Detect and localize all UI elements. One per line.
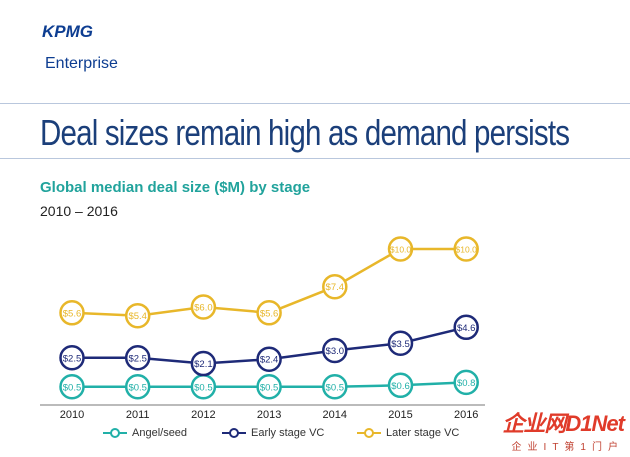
data-marker [387, 372, 414, 399]
watermark: 企业网D1Net 企业IT第1门户 [502, 406, 625, 453]
data-label: $10.0 [390, 245, 412, 255]
data-marker [256, 346, 282, 372]
data-marker [59, 345, 85, 371]
chart-subtitle: Global median deal size ($M) by stage [40, 179, 311, 196]
data-label: $2.1 [194, 359, 213, 370]
data-label: $0.5 [326, 382, 345, 393]
data-point: $0.6 [387, 372, 414, 399]
data-marker [124, 302, 151, 329]
data-point: $4.6 [453, 314, 479, 341]
data-point: $0.5 [322, 374, 348, 400]
data-label: $2.4 [260, 355, 279, 366]
data-label: $6.0 [194, 303, 213, 314]
watermark-slogan: 企业IT第1门户 [511, 442, 624, 453]
chart-date-range: 2010 – 2016 [40, 203, 118, 219]
data-label: $10.0 [456, 245, 478, 255]
data-marker [256, 374, 282, 400]
data-point: $0.5 [190, 374, 217, 400]
data-point: $6.0 [190, 294, 217, 320]
data-marker [322, 273, 348, 300]
data-label: $0.5 [63, 382, 82, 393]
legend-later: Later stage VC [357, 427, 459, 439]
legend-early: Early stage VC [222, 427, 324, 439]
top-divider [0, 103, 630, 104]
data-marker [387, 330, 414, 356]
data-marker [59, 300, 85, 326]
legend-angel: Angel/seed [103, 427, 187, 439]
data-label: $3.5 [391, 339, 410, 350]
data-marker [387, 236, 414, 262]
kpmg-wordmark-text: KPMG [42, 22, 93, 41]
data-label: $0.6 [391, 381, 410, 392]
enterprise-label: Enterprise [45, 55, 118, 72]
data-point: $3.5 [387, 330, 414, 356]
data-point: $5.6 [256, 300, 282, 326]
data-point: $5.4 [124, 302, 151, 329]
x-tick-label: 2012 [191, 409, 215, 421]
page-title: Deal sizes remain high as demand persist… [40, 112, 570, 153]
data-label: $0.5 [194, 382, 213, 393]
data-marker [453, 314, 479, 341]
data-point: $7.4 [322, 273, 348, 300]
kpmg-wordmark: KPMG [42, 22, 122, 42]
data-label: $5.6 [63, 308, 82, 319]
data-label: $2.5 [128, 353, 147, 364]
x-tick-label: 2013 [257, 409, 281, 421]
data-point: $5.6 [59, 300, 85, 326]
legend-later-label: Later stage VC [386, 427, 460, 439]
data-point: $0.5 [59, 374, 85, 400]
data-marker [453, 369, 479, 396]
watermark-logo: 企业网D1Net [502, 411, 625, 436]
data-marker [322, 337, 348, 364]
x-tick-label: 2014 [323, 409, 347, 421]
data-point: $3.0 [322, 337, 348, 364]
data-point: $10.0 [453, 236, 479, 262]
data-marker [124, 345, 151, 371]
data-marker [59, 374, 85, 400]
data-label: $5.6 [260, 308, 279, 319]
x-tick-label: 2011 [126, 409, 150, 421]
title-divider [0, 158, 630, 159]
data-label: $0.5 [260, 382, 279, 393]
x-tick-label: 2010 [60, 409, 84, 421]
legend-angel-label: Angel/seed [132, 427, 188, 439]
data-point: $2.4 [256, 346, 282, 372]
kpmg-logo: KPMG Enterprise [42, 22, 122, 72]
data-marker [322, 374, 348, 400]
data-label: $5.4 [128, 311, 147, 322]
data-label: $7.4 [326, 282, 345, 293]
data-label: $3.0 [326, 346, 345, 357]
data-point: $10.0 [387, 236, 414, 262]
data-marker [124, 374, 151, 400]
data-label: $2.5 [63, 353, 82, 364]
data-point: $2.5 [124, 345, 151, 371]
data-point: $0.5 [256, 374, 282, 400]
data-label: $0.5 [128, 382, 147, 393]
data-marker [453, 236, 479, 262]
data-point: $0.5 [124, 374, 151, 400]
data-marker [256, 300, 282, 326]
data-point: $2.1 [190, 350, 217, 377]
data-label: $4.6 [457, 323, 476, 334]
data-marker [190, 350, 217, 377]
data-point: $2.5 [59, 345, 85, 371]
x-tick-label: 2016 [454, 409, 478, 421]
legend-early-label: Early stage VC [251, 427, 325, 439]
data-label: $0.8 [457, 378, 476, 389]
x-tick-label: 2015 [388, 409, 412, 421]
data-point: $0.8 [453, 369, 479, 396]
data-marker [190, 294, 217, 320]
